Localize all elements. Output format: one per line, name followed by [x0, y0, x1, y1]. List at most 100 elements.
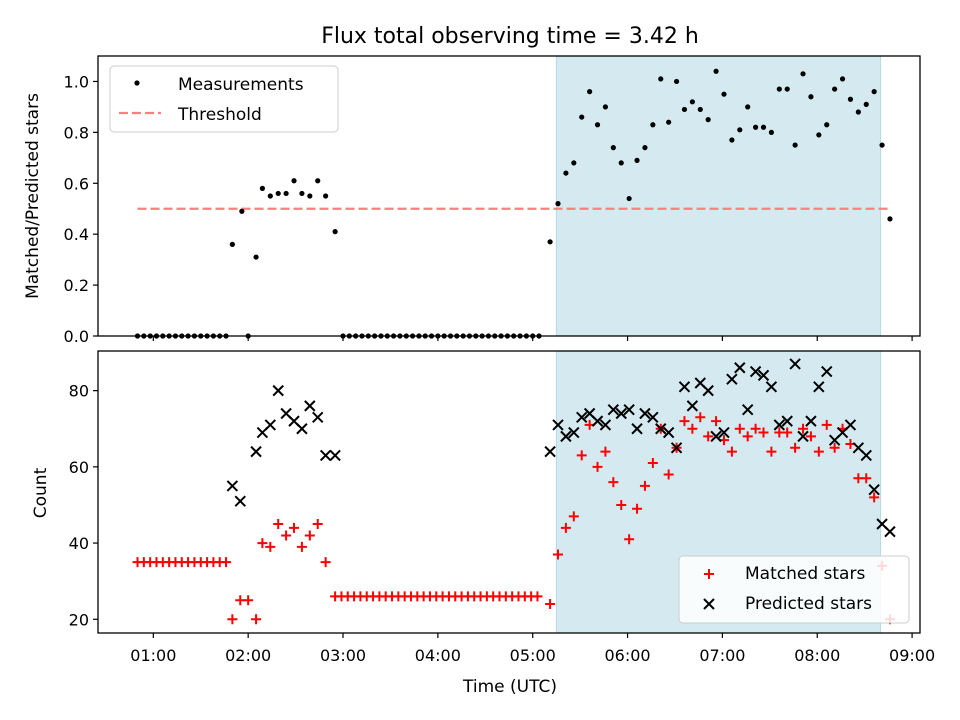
- matched-star-point: [296, 541, 307, 552]
- matched-star-point: [592, 461, 603, 472]
- matched-star-point: [304, 530, 315, 541]
- predicted-star-point: [631, 423, 643, 435]
- predicted-star-point: [773, 419, 786, 431]
- predicted-star-point: [329, 449, 341, 462]
- matched-star-point: [750, 423, 761, 434]
- measurement-point: [737, 127, 743, 133]
- x-tick-label: 04:00: [415, 646, 461, 665]
- predicted-star-point: [765, 381, 778, 393]
- predicted-star-point: [304, 400, 316, 412]
- measurement-point: [626, 195, 632, 202]
- x-tick-label: 05:00: [510, 646, 556, 665]
- matched-star-point: [608, 477, 619, 488]
- measurement-point: [745, 104, 751, 110]
- measurement-point: [760, 124, 767, 130]
- predicted-star-point: [662, 426, 675, 439]
- measurement-point: [713, 68, 719, 74]
- predicted-star-point: [576, 411, 588, 424]
- y-tick-label: 0.0: [64, 327, 89, 346]
- top-highlight-span: [555, 55, 881, 337]
- legend-matched-marker: [704, 569, 714, 579]
- predicted-star-point: [805, 415, 817, 427]
- measurement-point: [291, 178, 297, 184]
- y-tick-label: 60: [69, 458, 89, 477]
- measurement-point: [323, 193, 329, 199]
- predicted-star-point: [844, 419, 857, 431]
- matched-star-point: [281, 530, 292, 541]
- measurement-point: [650, 122, 656, 128]
- measurement-point: [776, 86, 782, 92]
- matched-star-point: [805, 431, 816, 442]
- predicted-star-point: [741, 403, 754, 416]
- matched-star-point: [679, 416, 690, 427]
- matched-star-point: [257, 538, 268, 549]
- top-legend: Measurements Threshold: [109, 65, 339, 133]
- measurement-point: [816, 132, 822, 138]
- predicted-star-point: [568, 426, 580, 439]
- predicted-star-point: [296, 423, 308, 435]
- measurement-point: [839, 76, 846, 82]
- predicted-star-point: [264, 419, 277, 431]
- measurement-point: [315, 178, 321, 184]
- legend-measurements-marker: [134, 80, 140, 86]
- predicted-star-point: [591, 415, 604, 427]
- x-tick-label: 02:00: [225, 646, 271, 665]
- measurement-point: [879, 142, 885, 148]
- matched-star-point: [312, 519, 323, 530]
- predicted-star-point: [250, 445, 262, 458]
- matched-star-points: [132, 412, 895, 625]
- matched-star-point: [695, 412, 706, 423]
- measurement-point: [307, 193, 313, 199]
- matched-star-point: [703, 431, 714, 442]
- predicted-star-point: [860, 449, 872, 462]
- predicted-star-point: [552, 419, 564, 431]
- measurement-point: [275, 190, 281, 197]
- measurement-point: [283, 190, 289, 197]
- matched-star-point: [320, 557, 331, 568]
- matched-star-point: [273, 519, 284, 530]
- predicted-star-point: [560, 430, 572, 443]
- measurement-point: [721, 91, 727, 97]
- predicted-star-point: [686, 400, 699, 412]
- matched-star-point: [869, 492, 880, 503]
- predicted-star-point: [884, 525, 896, 538]
- matched-star-point: [600, 446, 611, 457]
- matched-star-point: [861, 473, 872, 484]
- predicted-star-point: [639, 407, 651, 420]
- matched-star-point: [227, 614, 238, 625]
- legend-threshold-label: Threshold: [177, 105, 262, 125]
- measurement-point: [855, 109, 861, 115]
- matched-star-point: [532, 591, 543, 602]
- measurement-point: [697, 106, 703, 113]
- matched-star-point: [734, 423, 745, 434]
- matched-star-point: [663, 469, 674, 480]
- legend-matched-label: Matched stars: [745, 564, 865, 584]
- predicted-star-point: [813, 381, 825, 393]
- matched-star-point: [821, 419, 832, 430]
- legend-predicted-label: Predicted stars: [745, 594, 872, 614]
- matched-star-point: [221, 557, 232, 568]
- predicted-star-point: [789, 358, 801, 370]
- bottom-legend: Matched stars Predicted stars: [678, 555, 910, 624]
- measurement-point: [863, 101, 869, 107]
- measurement-point: [689, 99, 695, 105]
- y-tick-label: 80: [69, 382, 89, 401]
- measurement-point: [299, 190, 305, 197]
- matched-star-point: [632, 503, 643, 514]
- matched-star-point: [742, 431, 753, 442]
- measurement-point: [784, 86, 790, 92]
- matched-star-point: [711, 416, 722, 427]
- predicted-star-point: [615, 407, 627, 420]
- measurement-point: [594, 122, 601, 128]
- measurement-point: [847, 96, 854, 102]
- x-tick-label: 07:00: [699, 646, 745, 665]
- predicted-star-point: [623, 403, 635, 416]
- measurement-point: [824, 122, 830, 128]
- legend-predicted-marker: [703, 598, 715, 610]
- measurement-point: [800, 71, 806, 77]
- predicted-star-point: [678, 381, 691, 393]
- predicted-star-point: [226, 480, 239, 492]
- legend-measurements-label: Measurements: [178, 75, 304, 95]
- matched-star-point: [766, 446, 777, 457]
- matched-star-point: [560, 522, 571, 533]
